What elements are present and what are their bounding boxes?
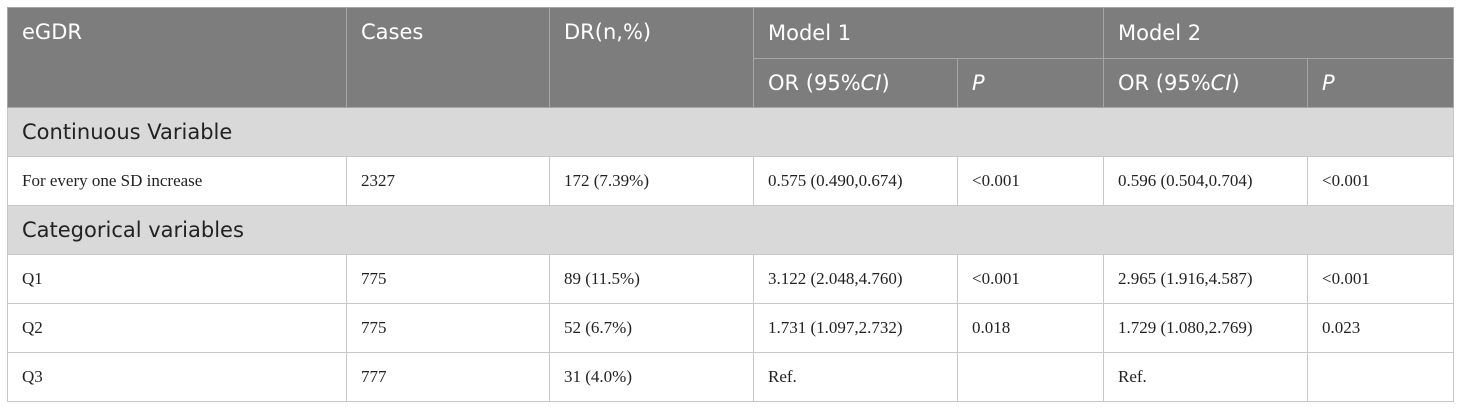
section-label: Continuous Variable [7,107,1454,157]
header-egdr: eGDR [7,7,347,108]
table-header: eGDR Cases DR(n,%) Model 1 Model 2 OR (9… [7,7,1454,108]
table-row: Q3 777 31 (4.0%) Ref. Ref. [7,352,1454,402]
table-body: Continuous Variable For every one SD inc… [7,107,1454,402]
cell-m1-or: 1.731 (1.097,2.732) [753,303,958,353]
cell-m2-or: Ref. [1103,352,1308,402]
cell-label: For every one SD increase [7,156,347,206]
table-row: Q1 775 89 (11.5%) 3.122 (2.048,4.760) <0… [7,254,1454,304]
header-row-1: eGDR Cases DR(n,%) Model 1 Model 2 [7,7,1454,108]
cell-label: Q3 [7,352,347,402]
cell-m2-p: 0.023 [1307,303,1454,353]
header-row-2: OR (95%CI) P OR (95%CI) P [8,58,1454,108]
table-row: Q2 775 52 (6.7%) 1.731 (1.097,2.732) 0.0… [7,303,1454,353]
cell-m2-p: <0.001 [1307,254,1454,304]
cell-label: Q1 [7,254,347,304]
cell-cases: 2327 [346,156,550,206]
cell-m1-p: <0.001 [957,254,1104,304]
section-row-continuous: Continuous Variable [7,107,1454,157]
cell-m2-p: <0.001 [1307,156,1454,206]
cell-m1-p: <0.001 [957,156,1104,206]
table-row: For every one SD increase 2327 172 (7.39… [7,156,1454,206]
header-dr: DR(n,%) [549,7,754,108]
header-model-1: Model 1 [753,7,1104,59]
table-container: eGDR Cases DR(n,%) Model 1 Model 2 OR (9… [7,7,1454,402]
header-m1-p: P [957,58,1104,108]
cell-m2-or: 0.596 (0.504,0.704) [1103,156,1308,206]
header-m1-or: OR (95%CI) [753,58,958,108]
cell-dr: 172 (7.39%) [549,156,754,206]
cell-dr: 89 (11.5%) [549,254,754,304]
cell-cases: 775 [346,254,550,304]
or-prefix: OR (95% [768,71,861,95]
cell-dr: 52 (6.7%) [549,303,754,353]
cell-m1-or: Ref. [753,352,958,402]
or-ci: CI [860,71,882,95]
or-ci: CI [1210,71,1232,95]
header-model-2: Model 2 [1103,7,1454,59]
or-prefix: OR (95% [1118,71,1211,95]
section-row-categorical: Categorical variables [7,205,1454,255]
cell-m1-p [957,352,1104,402]
cell-m1-p: 0.018 [957,303,1104,353]
header-m2-or: OR (95%CI) [1103,58,1308,108]
cell-m2-p [1307,352,1454,402]
or-suffix: ) [1231,71,1240,95]
results-table: eGDR Cases DR(n,%) Model 1 Model 2 OR (9… [7,7,1454,402]
cell-m1-or: 0.575 (0.490,0.674) [753,156,958,206]
cell-label: Q2 [7,303,347,353]
cell-cases: 775 [346,303,550,353]
header-cases: Cases [346,7,550,108]
section-label: Categorical variables [7,205,1454,255]
cell-m2-or: 2.965 (1.916,4.587) [1103,254,1308,304]
or-suffix: ) [881,71,890,95]
cell-m2-or: 1.729 (1.080,2.769) [1103,303,1308,353]
cell-dr: 31 (4.0%) [549,352,754,402]
cell-cases: 777 [346,352,550,402]
header-m2-p: P [1307,58,1454,108]
cell-m1-or: 3.122 (2.048,4.760) [753,254,958,304]
